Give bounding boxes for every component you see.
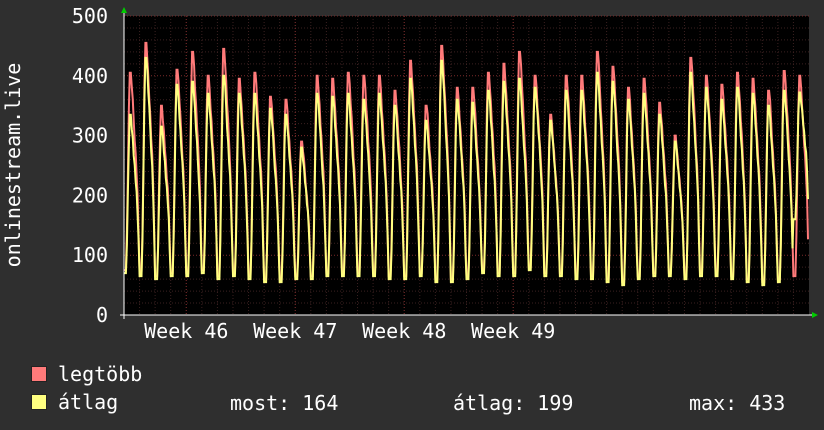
y-tick-label: 200 [72, 183, 108, 207]
stat-now: most: 164 [230, 391, 339, 415]
stat-max: max: 433 [689, 391, 786, 415]
x-tick-label: Week 48 [362, 319, 446, 343]
x-tick-label: Week 47 [253, 319, 337, 343]
legend-swatch-max [31, 366, 47, 382]
stat-average: átlag: 199 [453, 391, 574, 415]
x-tick-label: Week 46 [144, 319, 228, 343]
y-axis-label: onlinestream.live [1, 63, 25, 268]
y-axis-arrow-icon [121, 7, 127, 13]
y-tick-label: 400 [72, 64, 108, 88]
y-tick-labels: 0 100 200 300 400 500 [72, 4, 108, 327]
y-tick-label: 300 [72, 124, 108, 148]
legend-swatch-avg [31, 394, 47, 410]
legend-label-max: legtöbb [58, 362, 143, 386]
x-tick-labels: Week 46 Week 47 Week 48 Week 49 [144, 319, 555, 343]
y-tick-label: 100 [72, 243, 108, 267]
series-lines [124, 41, 809, 287]
y-tick-label: 500 [72, 4, 108, 28]
legend-label-avg: átlag [58, 390, 119, 414]
series-line-avg [124, 56, 809, 287]
x-axis-arrow-icon [812, 312, 818, 318]
y-tick-label: 0 [96, 303, 108, 327]
x-tick-label: Week 49 [471, 319, 555, 343]
